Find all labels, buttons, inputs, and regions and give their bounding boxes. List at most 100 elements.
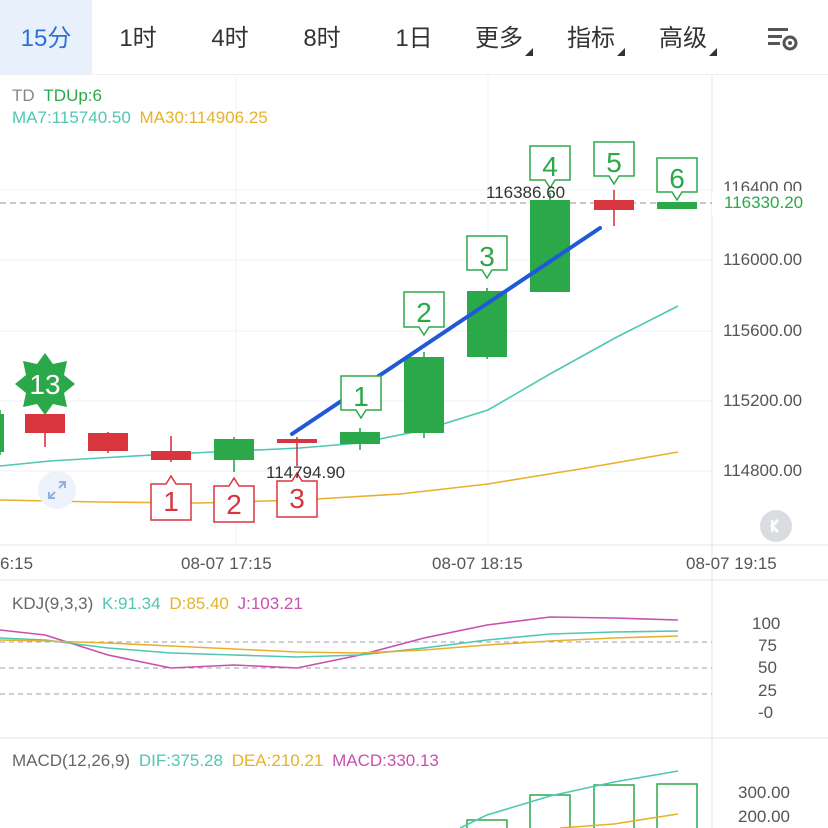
kdj-legend: KDJ(9,3,3) K:91.34 D:85.40 J:103.21 — [12, 594, 303, 614]
current-price-label: 116330.20 — [724, 193, 804, 212]
td-marker-up-1: 1 — [340, 375, 382, 420]
td-marker-label: 13 — [29, 369, 60, 400]
td-marker-up-3: 3 — [466, 235, 508, 280]
dropdown-triangle-icon — [709, 48, 717, 56]
macd-title: MACD(12,26,9) — [12, 751, 131, 770]
td-marker-up-2: 2 — [403, 291, 445, 337]
macd-dif-value: DIF:375.28 — [138, 751, 223, 770]
dropdown-triangle-icon — [617, 48, 625, 56]
kdj-grid — [0, 641, 712, 695]
chevron-left-icon — [769, 518, 780, 534]
price-tick: 116000.00 — [723, 250, 803, 269]
candle-up — [214, 439, 254, 460]
tab-label: 8时 — [303, 25, 341, 52]
time-label: 08-07 17:15 — [181, 554, 272, 573]
tab-label: 高级 — [659, 25, 707, 52]
td-title: TD — [12, 86, 35, 105]
macd-macd-value: MACD:330.13 — [332, 751, 439, 770]
candle-up — [530, 200, 570, 292]
current-price-bg — [712, 191, 828, 217]
time-label: 08-07 18:15 — [432, 554, 523, 573]
macd-dea-value: DEA:210.21 — [231, 751, 324, 770]
chart-settings-icon[interactable] — [766, 22, 798, 54]
time-label: 6:15 — [0, 554, 34, 573]
ma30-line — [0, 451, 679, 504]
macd-histogram — [466, 783, 698, 828]
candle-up — [657, 202, 697, 209]
tab-8h[interactable]: 8时 — [276, 0, 368, 74]
td-marker-down-2: 2 — [213, 476, 255, 523]
candle-up — [404, 357, 444, 433]
candle-down — [277, 439, 317, 443]
ma7-value: MA7:115740.50 — [12, 108, 131, 127]
td-marker-label: 5 — [606, 147, 622, 178]
ma7-line — [0, 305, 679, 467]
td-up-markers: 13 1 2 3 4 5 6 — [15, 141, 698, 420]
td-marker-label: 2 — [226, 489, 242, 520]
collapse-left-icon[interactable] — [760, 510, 792, 542]
expand-icon[interactable] — [38, 471, 76, 509]
tab-label: 4时 — [211, 25, 249, 52]
tab-label: 1日 — [395, 25, 433, 52]
tab-1h[interactable]: 1时 — [92, 0, 184, 74]
candle-down — [151, 451, 191, 460]
candle-up — [467, 291, 507, 357]
td-marker-down-1: 1 — [150, 474, 192, 521]
tab-15m[interactable]: 15分 — [0, 0, 92, 74]
kdj-tick: 25 — [758, 681, 777, 700]
tab-label: 更多 — [475, 25, 523, 52]
macd-tick: 300.00 — [738, 783, 790, 802]
tab-4h[interactable]: 4时 — [184, 0, 276, 74]
td-legend: TD TDUp:6 — [12, 86, 102, 106]
candles — [0, 190, 697, 472]
kdj-j-line — [0, 616, 679, 669]
tab-label: 指标 — [567, 25, 615, 52]
kdj-tick: 50 — [758, 658, 777, 677]
kdj-tick: 100 — [752, 614, 781, 633]
ma30-value: MA30:114906.25 — [139, 108, 268, 127]
macd-dea-line — [559, 813, 679, 828]
td-value: TDUp:6 — [43, 86, 102, 105]
dropdown-triangle-icon — [525, 48, 533, 56]
price-tick: 114800.00 — [723, 461, 803, 480]
kdj-j-value: J:103.21 — [237, 594, 303, 613]
ma-legend: MA7:115740.50 MA30:114906.25 — [12, 108, 268, 128]
tab-more[interactable]: 更多 — [464, 0, 534, 74]
tab-advanced[interactable]: 高级 — [648, 0, 718, 74]
td-marker-up-6: 6 — [656, 157, 698, 202]
candle-down — [25, 414, 65, 433]
timeframe-tabbar: 15分 1时 4时 8时 1日 更多 指标 高级 — [0, 0, 828, 75]
td-marker-up-4: 4 — [529, 145, 571, 190]
kdj-tick: -0 — [758, 703, 774, 722]
td-marker-label: 6 — [669, 163, 685, 194]
tab-1d[interactable]: 1日 — [368, 0, 460, 74]
candle-down — [594, 200, 634, 210]
td-marker-13: 13 — [15, 353, 75, 415]
td-marker-label: 4 — [542, 151, 558, 182]
td-marker-down-3: 3 — [276, 471, 318, 518]
kdj-d-value: D:85.40 — [169, 594, 229, 613]
kdj-title: KDJ(9,3,3) — [12, 594, 94, 613]
candle-down — [88, 433, 128, 451]
tab-label: 15分 — [20, 25, 72, 52]
expand-arrows-icon — [48, 481, 66, 499]
td-marker-label: 1 — [163, 486, 179, 517]
low-price-label: 114794.90 — [266, 463, 346, 482]
macd-dif-line — [459, 770, 679, 828]
td-marker-up-5: 5 — [593, 141, 635, 186]
macd-tick: 200.00 — [738, 807, 790, 826]
tab-indicators[interactable]: 指标 — [556, 0, 626, 74]
price-tick: 115200.00 — [723, 391, 803, 410]
high-price-label: 116386.60 — [486, 183, 566, 202]
td-marker-label: 3 — [289, 483, 305, 514]
price-tick: 115600.00 — [723, 321, 803, 340]
kdj-k-value: K:91.34 — [101, 594, 161, 613]
td-marker-label: 1 — [353, 381, 369, 412]
time-label: 08-07 19:15 — [686, 554, 777, 573]
kdj-k-line — [0, 630, 679, 658]
td-marker-label: 3 — [479, 241, 495, 272]
td-down-markers: 1 2 3 — [150, 471, 318, 523]
tab-label: 1时 — [119, 25, 157, 52]
candle-up — [0, 414, 4, 452]
